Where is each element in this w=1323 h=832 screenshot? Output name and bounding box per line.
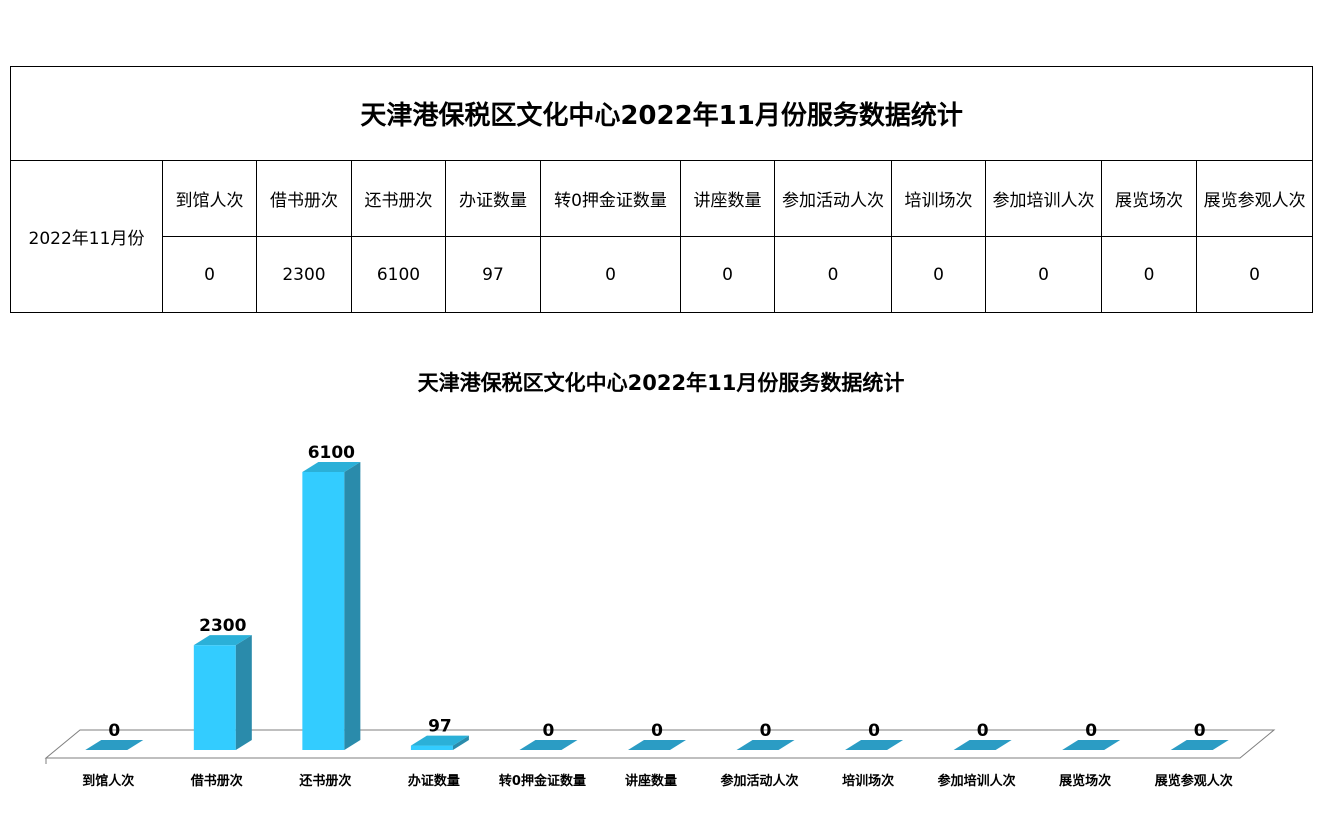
chart-floor [44,729,1276,764]
period-label: 2022年11月份 [10,160,163,313]
table-cell: 0 [1195,236,1314,313]
table-cell: 97 [445,236,541,313]
column-header: 办证数量 [445,160,541,237]
column-header: 展览参观人次 [1195,160,1314,237]
bar [953,740,1012,750]
bar [302,472,345,750]
column-header: 借书册次 [256,160,352,237]
data-label: 0 [977,721,989,741]
bar-side [235,635,252,750]
bar [1170,740,1229,750]
data-label: 0 [760,721,772,741]
bar [1062,740,1121,750]
bar [628,740,686,750]
bar [410,745,453,750]
x-axis-labels: 到馆人次 借书册次 还书册次 办证数量 转0押金证数量 讲座数量 参加活动人次 培训场次 参加培… [82,773,1232,789]
table-cell: 0 [891,236,986,313]
table-cell: 0 [985,236,1102,313]
stats-table: 天津港保税区文化中心2022年11月份服务数据统计 2022年11月份 到馆人次… [9,66,1314,313]
bar-side [344,462,361,750]
x-tick-label: 还书册次 [298,773,351,789]
data-label: 0 [651,721,663,741]
x-tick-label: 参加培训人次 [938,773,1016,789]
table-header-row: 2022年11月份 到馆人次 借书册次 还书册次 办证数量 转0押金证数量 讲座… [10,160,1314,313]
floor-outline [44,729,1276,759]
chart-title: 天津港保税区文化中心2022年11月份服务数据统计 [418,371,905,395]
column-header: 讲座数量 [680,160,775,237]
column-header: 到馆人次 [162,160,257,237]
bar-side [452,735,469,750]
data-label: 0 [868,721,880,741]
data-label: 0 [1085,721,1097,741]
data-label: 0 [108,721,120,741]
bar [845,740,904,750]
data-labels-group: 0 2300 6100 97 0 0 0 0 0 0 0 [108,443,1205,741]
column-header: 培训场次 [891,160,986,237]
column-header: 转0押金证数量 [540,160,681,237]
data-label: 97 [428,717,452,737]
x-tick-label: 参加活动人次 [721,773,799,789]
x-tick-label: 借书册次 [190,773,243,789]
data-label: 6100 [308,443,355,463]
table-cell: 2300 [256,236,352,313]
x-tick-label: 展览场次 [1059,773,1111,789]
column-header: 展览场次 [1101,160,1197,237]
table-cell: 0 [774,236,892,313]
table-cell: 0 [162,236,257,313]
x-tick-label: 培训场次 [842,773,894,789]
bar [85,740,144,750]
x-tick-label: 办证数量 [408,773,460,789]
table-cell: 6100 [351,236,446,313]
table-title: 天津港保税区文化中心2022年11月份服务数据统计 [9,66,1314,161]
x-tick-label: 到馆人次 [82,773,134,789]
data-label: 0 [543,721,555,741]
bar [519,740,578,750]
bar [193,645,236,750]
x-tick-label: 转0押金证数量 [499,773,586,789]
bar-top [193,635,252,646]
x-tick-label: 展览参观人次 [1155,773,1233,789]
column-header: 还书册次 [351,160,446,237]
column-header: 参加活动人次 [774,160,892,237]
table-cell: 0 [540,236,681,313]
bar [736,740,795,750]
table-value-row: 0 2300 6100 97 0 0 0 0 0 0 0 [11,236,1314,313]
bars-group [85,462,1229,750]
table-title-row: 天津港保税区文化中心2022年11月份服务数据统计 [9,66,1314,161]
table-cell: 0 [1101,236,1197,313]
column-header: 参加培训人次 [985,160,1102,237]
x-tick-label: 讲座数量 [625,773,677,789]
data-label: 0 [1194,721,1206,741]
table-cell: 0 [680,236,775,313]
bar-top [410,735,469,746]
data-label: 2300 [199,616,246,636]
bar-top [302,462,361,472]
